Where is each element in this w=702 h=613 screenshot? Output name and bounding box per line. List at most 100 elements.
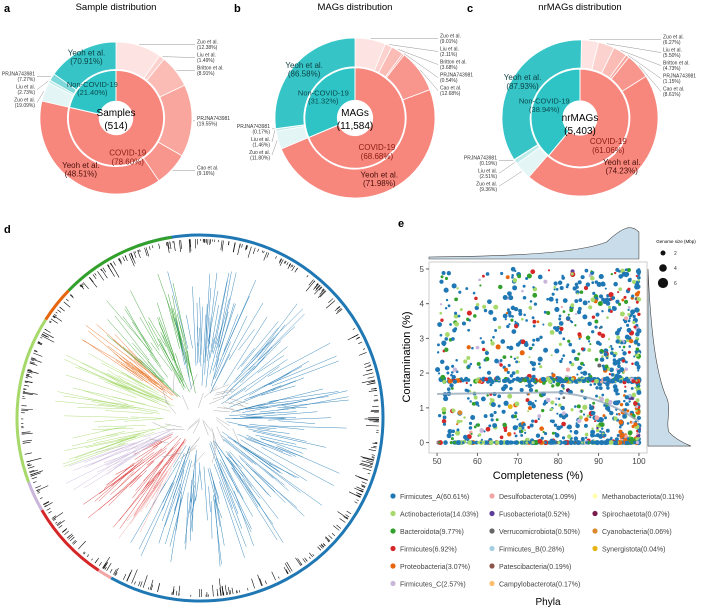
genome-bar <box>48 510 52 514</box>
scatter-point <box>484 350 489 356</box>
scatter-point <box>523 342 529 348</box>
scatter-point <box>591 330 595 334</box>
scatter-point <box>531 419 535 423</box>
scatter-point <box>450 373 453 377</box>
legend-label: Methanobacteriota(0.11%) <box>602 494 684 501</box>
genome-bar <box>231 587 234 594</box>
scatter-point <box>586 380 590 383</box>
segment-label: Britton et al. (8.91%) <box>197 66 224 78</box>
segment-name: Zuo et al. <box>249 150 270 156</box>
scatter-point <box>606 356 609 360</box>
scatter-point <box>442 415 447 420</box>
scatter-point <box>531 374 536 379</box>
tree-branch <box>236 402 255 413</box>
scatter-point <box>527 383 533 389</box>
legend-item: Methanobacteriota(0.11%) <box>592 493 684 501</box>
scatter-point <box>514 411 518 415</box>
scatter-point <box>610 372 615 377</box>
scatter-point <box>489 383 493 387</box>
tree-branch <box>71 434 118 447</box>
scatter-point <box>594 319 599 324</box>
tree-branch <box>196 302 199 347</box>
genome-bar <box>291 264 294 268</box>
scatter-point <box>472 441 476 444</box>
tree-branch <box>229 411 297 416</box>
scatter-point <box>562 387 565 390</box>
genome-bar <box>131 569 138 584</box>
tree-branch <box>158 316 175 356</box>
y-tick-label: 0 <box>420 439 425 448</box>
genome-bar <box>22 439 33 442</box>
scatter-point <box>630 386 634 390</box>
segment-percent: (4.73%) <box>663 66 681 72</box>
genome-bar <box>346 510 352 515</box>
scatter-point <box>637 369 640 372</box>
scatter-point <box>598 326 601 330</box>
scatter-point <box>633 339 639 345</box>
tree-branch <box>241 327 279 372</box>
scatter-point <box>624 334 630 340</box>
legend-label: Spirochaetota(0.07%) <box>602 512 670 519</box>
scatter-point <box>465 287 469 290</box>
tree-branch <box>198 392 204 408</box>
tree-branch <box>187 439 199 453</box>
segment-label: Zuo et al. (6.27%) <box>663 35 684 47</box>
scatter-point <box>632 320 636 325</box>
scatter-point <box>623 295 627 299</box>
tree-branch <box>164 483 181 527</box>
genome-bar <box>247 587 249 591</box>
tree-branch <box>88 353 154 390</box>
genome-bar <box>313 280 316 283</box>
scatter-point <box>483 308 488 313</box>
genome-bar <box>331 533 336 536</box>
scatter-point <box>552 380 556 384</box>
genome-bar <box>369 463 373 466</box>
scatter-point <box>507 432 512 437</box>
scatter-point <box>499 435 504 440</box>
scatter-point <box>589 343 592 346</box>
genome-bar <box>26 457 42 463</box>
scatter-point <box>636 363 639 366</box>
inner-segment-covid <box>547 68 630 168</box>
scatter-point <box>522 284 526 288</box>
scatter-point <box>624 367 629 371</box>
genome-bar <box>294 267 298 273</box>
scatter-point <box>561 436 566 440</box>
tree-branch <box>222 357 265 399</box>
genome-bar <box>128 253 135 267</box>
scatter-point <box>619 402 624 407</box>
genome-bar <box>348 491 361 498</box>
tree-branch <box>194 449 197 484</box>
tree-branch <box>252 430 326 448</box>
tree-branch <box>65 374 137 398</box>
genome-bar <box>366 369 373 372</box>
genome-bar <box>172 589 175 596</box>
scatter-point <box>615 413 619 416</box>
legend-item: Firmicutes_C(2.57%) <box>390 580 466 589</box>
tree-branch <box>107 381 153 398</box>
scatter-point <box>488 424 492 428</box>
scatter-point <box>561 415 566 420</box>
size-legend-label: 2 <box>674 251 677 257</box>
segment-percent: (0.54%) <box>440 78 458 84</box>
genome-bar <box>48 321 52 324</box>
scatter-point <box>474 296 478 301</box>
tree-branch <box>261 438 307 450</box>
scatter-point <box>609 378 616 384</box>
genome-bar <box>133 251 137 258</box>
tree-branch <box>198 462 203 490</box>
scatter-point <box>618 345 621 349</box>
genome-bar <box>22 391 38 395</box>
segment-label: PRJNA743981 (0.54%) <box>440 73 473 85</box>
tree-branch <box>114 315 150 361</box>
scatter-point <box>599 357 605 362</box>
tree-branch <box>216 389 235 394</box>
scatter-point <box>597 331 602 336</box>
genome-bar <box>57 309 62 313</box>
scatter-point <box>614 330 620 336</box>
scatter-point <box>590 440 595 445</box>
legend-label: Proteobacteria(3.07%) <box>400 564 470 571</box>
scatter-point <box>632 440 637 445</box>
tree-branch <box>63 442 128 468</box>
scatter-point <box>627 305 631 309</box>
